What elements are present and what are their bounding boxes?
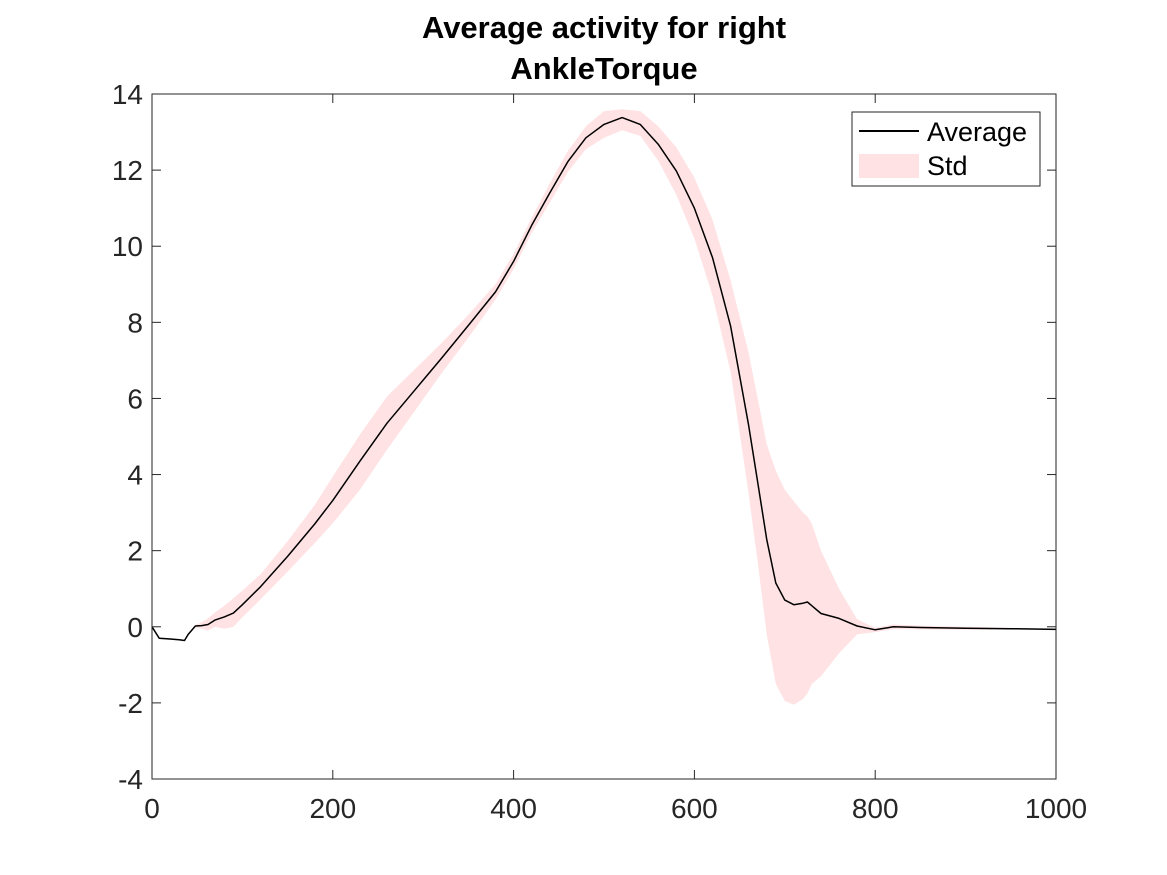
x-tick-label: 600 — [671, 793, 718, 824]
x-tick-label: 400 — [490, 793, 537, 824]
y-tick-label: 8 — [127, 307, 143, 338]
plot-area — [152, 94, 1056, 779]
x-tick-label: 800 — [852, 793, 899, 824]
y-tick-label: -2 — [118, 688, 143, 719]
chart-subtitle: AnkleTorque — [510, 51, 697, 86]
x-tick-label: 200 — [309, 793, 356, 824]
y-tick-label: 10 — [112, 231, 143, 262]
legend: Average Std — [851, 111, 1041, 187]
series-average-line — [151, 116, 1057, 642]
y-tick-label: 0 — [127, 612, 143, 643]
ticks-layer: 0 200 400 600 800 1000 -4 -2 0 2 4 6 8 10 12 14 — [112, 79, 1087, 824]
y-tick-label: 12 — [112, 155, 143, 186]
legend-label-std: Std — [927, 151, 968, 181]
y-tick-label: 14 — [112, 79, 143, 110]
y-tick-label: 2 — [127, 536, 143, 567]
y-tick-label: -4 — [118, 764, 143, 795]
axes-box — [151, 93, 1057, 780]
x-tick-label: 0 — [144, 793, 160, 824]
legend-swatch-std — [859, 154, 919, 178]
legend-label-average: Average — [927, 117, 1027, 147]
chart-title: Average activity for right — [422, 10, 786, 45]
y-tick-label: 6 — [127, 383, 143, 414]
x-tick-label: 1000 — [1025, 793, 1087, 824]
y-tick-label: 4 — [127, 460, 143, 491]
series-layer — [151, 109, 1057, 705]
